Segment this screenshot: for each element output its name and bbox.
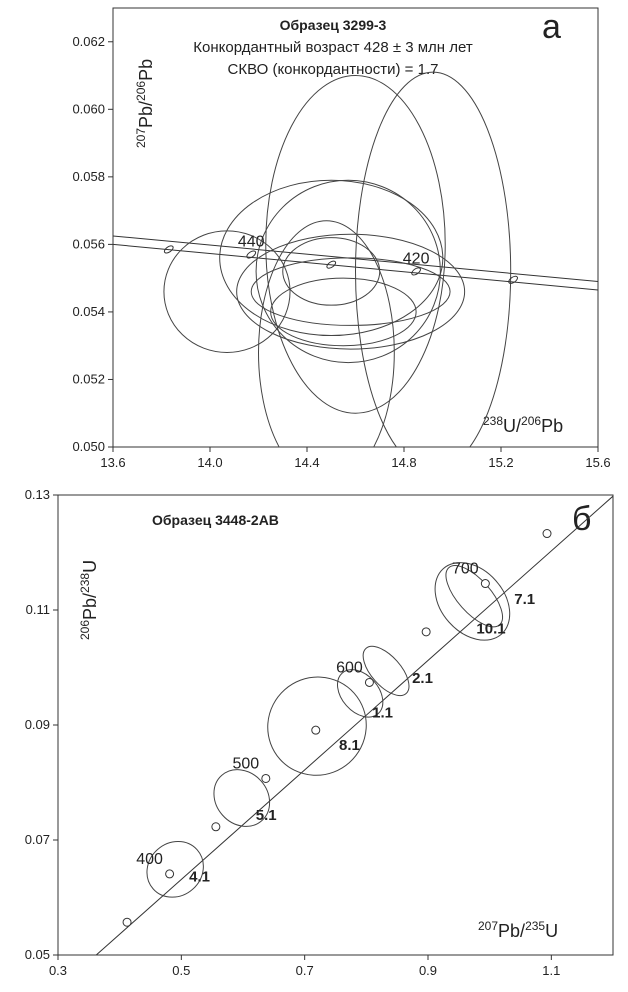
- y-tick-label-b: 0.09: [25, 717, 50, 732]
- y-tick-label-a: 0.052: [72, 371, 105, 386]
- x-axis-label-b-base2: U: [545, 921, 558, 941]
- chart-title-b: Образец 3448-2АВ: [152, 512, 279, 528]
- y-axis-label-b-sup2: 238: [78, 573, 92, 593]
- y-tick-label-b: 0.07: [25, 832, 50, 847]
- annotation-age-a: Конкордантный возраст 428 ± 3 млн лет: [193, 39, 473, 56]
- x-axis-label-b-sup2: 235: [525, 919, 545, 933]
- age-marker-a: [246, 250, 257, 259]
- spot-label-b: 1.1: [372, 704, 393, 721]
- plot-area-b: [95, 495, 613, 955]
- age-marker-b: [311, 725, 321, 735]
- x-axis-label-a-sup1: 238: [483, 414, 503, 428]
- y-tick-label-a: 0.062: [72, 34, 105, 49]
- age-label-b: 700: [452, 561, 479, 578]
- y-tick-label-b: 0.05: [25, 947, 50, 962]
- y-tick-label-a: 0.050: [72, 439, 105, 454]
- chart-title-a: Образец 3299-3: [280, 17, 387, 33]
- x-tick-label-b: 0.5: [172, 963, 190, 978]
- y-tick-label-a: 0.056: [72, 236, 105, 251]
- concordia-curve-b: [95, 495, 613, 955]
- error-ellipse-a: [355, 71, 512, 447]
- error-ellipse-a: [250, 257, 451, 326]
- error-ellipse-a: [255, 179, 441, 364]
- error-ellipse-a: [270, 277, 417, 347]
- plot-area-a: [113, 71, 598, 447]
- x-tick-label-a: 14.0: [197, 455, 222, 470]
- x-tick-label-b: 1.1: [542, 963, 560, 978]
- error-ellipse-b: [267, 676, 367, 776]
- age-marker-b: [421, 627, 431, 637]
- x-axis-label-b-base1: Pb/: [498, 921, 525, 941]
- error-ellipse-b: [213, 769, 271, 827]
- x-tick-label-b: 0.7: [296, 963, 314, 978]
- error-ellipse-a: [282, 237, 381, 306]
- panel-letter-b: б: [572, 500, 591, 538]
- spot-label-b: 4.1: [189, 868, 210, 885]
- y-tick-label-b: 0.13: [25, 487, 50, 502]
- plot-frame-b: [57, 494, 614, 956]
- y-axis-label-a-sup1: 207: [134, 128, 148, 148]
- spot-label-b: 5.1: [256, 807, 277, 824]
- x-axis-label-a: 238U/206Pb: [483, 414, 563, 436]
- y-axis-label-a-base2: Pb: [136, 59, 156, 81]
- annotation-mswd-a: СКВО (конкордантности) = 1.7: [228, 61, 439, 78]
- x-axis-label-b: 207Pb/235U: [478, 919, 558, 941]
- age-marker-a: [508, 275, 518, 284]
- y-axis-label-b-base1: Pb/: [80, 593, 100, 620]
- age-marker-a: [326, 260, 337, 269]
- error-ellipse-b: [336, 669, 384, 718]
- plot-frame-a: [112, 7, 599, 448]
- age-label-a: 440: [238, 234, 265, 251]
- error-ellipse-a: [258, 220, 395, 447]
- age-label-a: 420: [403, 250, 430, 267]
- age-label-b: 500: [232, 755, 259, 772]
- x-axis-label-a-base2: Pb: [541, 416, 563, 436]
- y-axis-label-b-base2: U: [80, 560, 100, 573]
- x-tick-label-a: 13.6: [100, 455, 125, 470]
- error-ellipse-a: [265, 75, 446, 414]
- age-marker-a: [163, 245, 174, 254]
- error-ellipse-a: [236, 233, 466, 350]
- y-axis-label-b-sup1: 206: [78, 620, 92, 640]
- y-axis-label-a-sup2: 206: [134, 81, 148, 101]
- y-tick-label-a: 0.054: [72, 304, 105, 319]
- age-label-b: 400: [136, 851, 163, 868]
- spot-label-b: 2.1: [412, 670, 433, 687]
- error-ellipse-b: [434, 562, 511, 641]
- y-axis-label-a: 207Pb/206Pb: [134, 59, 156, 148]
- x-tick-label-b: 0.3: [49, 963, 67, 978]
- error-ellipse-b: [146, 840, 204, 898]
- x-tick-label-a: 15.2: [488, 455, 513, 470]
- age-marker-b: [480, 579, 490, 589]
- y-tick-label-a: 0.060: [72, 101, 105, 116]
- x-tick-label-a: 14.4: [294, 455, 319, 470]
- age-marker-b: [542, 529, 552, 539]
- x-tick-label-a: 14.8: [391, 455, 416, 470]
- panel-letter-a: а: [542, 8, 561, 46]
- age-marker-b: [165, 869, 175, 879]
- y-tick-label-b: 0.11: [26, 602, 50, 617]
- age-marker-b: [261, 773, 271, 783]
- error-ellipse-a: [219, 179, 444, 337]
- age-marker-b: [122, 917, 132, 927]
- x-tick-label-b: 0.9: [419, 963, 437, 978]
- age-marker-b: [211, 822, 221, 832]
- spot-label-b: 8.1: [339, 737, 360, 754]
- y-axis-label-a-base1: Pb/: [136, 101, 156, 128]
- age-marker-b: [364, 677, 374, 687]
- y-axis-label-b: 206Pb/238U: [78, 560, 100, 640]
- x-axis-label-a-base1: U/: [503, 416, 521, 436]
- y-tick-label-a: 0.058: [72, 169, 105, 184]
- age-label-b: 600: [336, 659, 363, 676]
- spot-label-b: 7.1: [514, 591, 535, 608]
- x-axis-label-b-sup1: 207: [478, 919, 498, 933]
- x-axis-label-a-sup2: 206: [521, 414, 541, 428]
- x-tick-label-a: 15.6: [585, 455, 610, 470]
- age-marker-a: [411, 267, 421, 276]
- spot-label-b: 10.1: [476, 620, 505, 637]
- error-ellipse-b: [362, 645, 410, 697]
